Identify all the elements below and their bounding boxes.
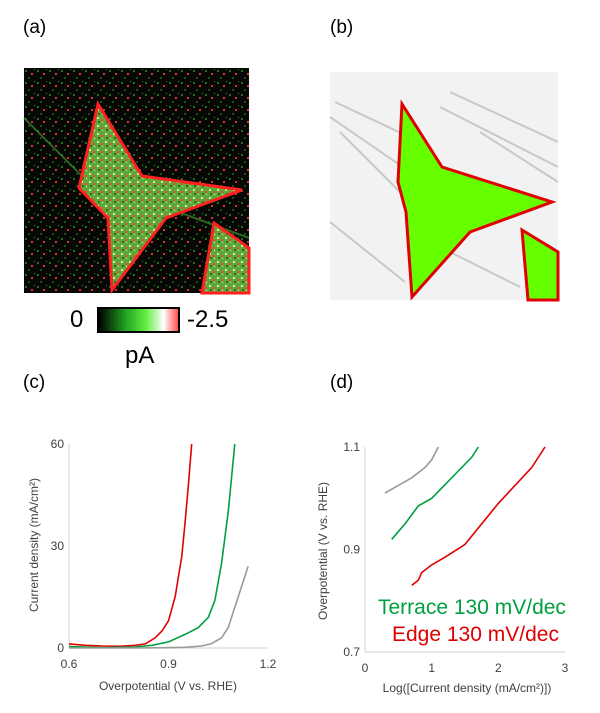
map-triangle-flake bbox=[77, 100, 243, 295]
chart-d-y-tick-label: 0.7 bbox=[343, 645, 360, 659]
colorbar-max-label: -2.5 bbox=[187, 306, 229, 333]
chart-c-x-tick-label: 1.2 bbox=[260, 657, 277, 671]
map-corner-flake bbox=[200, 220, 251, 295]
chart-d-x-tick-label: 0 bbox=[362, 661, 369, 675]
chart-c-ylabel: Current density (mA/cm²) bbox=[27, 478, 41, 612]
chart-c-y-tick-label: 60 bbox=[51, 437, 65, 451]
annotation-edge: Edge 130 mV/dec bbox=[392, 623, 559, 646]
chart-c-series-line bbox=[68, 443, 193, 648]
panel-label-c: (c) bbox=[23, 372, 46, 393]
chart-c-xlabel: Overpotential (V vs. RHE) bbox=[99, 679, 237, 693]
annotation-terrace: Terrace 130 mV/dec bbox=[378, 596, 566, 619]
chart-d-y-tick-label: 1.1 bbox=[343, 440, 360, 454]
segmentation-map-image bbox=[329, 72, 560, 302]
colorbar-min-label: 0 bbox=[70, 306, 84, 333]
chart-d-x-tick-label: 1 bbox=[428, 661, 435, 675]
segmentation-streaks bbox=[329, 91, 559, 288]
colorbar-unit: pA bbox=[125, 342, 155, 369]
chart-d-series-line bbox=[384, 446, 440, 494]
segmentation-triangle-flake bbox=[396, 99, 557, 301]
chart-d-xlabel: Log([Current density (mA/cm²)]) bbox=[383, 681, 552, 695]
segmentation-corner-flake bbox=[520, 227, 560, 302]
chart-c-series-line bbox=[69, 566, 249, 649]
panel-label-b: (b) bbox=[330, 17, 354, 38]
chart-c-x-tick-label: 0.6 bbox=[61, 657, 78, 671]
chart-d-ylabel: Overpotential (V vs. RHE) bbox=[316, 482, 330, 620]
chart-c-x-tick-label: 0.9 bbox=[160, 657, 177, 671]
current-map-image bbox=[23, 68, 251, 295]
chart-d-x-tick-label: 3 bbox=[562, 661, 569, 675]
chart-c-y-tick-label: 0 bbox=[57, 641, 64, 655]
colorbar-gradient bbox=[97, 307, 180, 333]
panel-label-a: (a) bbox=[23, 17, 47, 38]
chart-d-y-tick-label: 0.9 bbox=[343, 543, 360, 557]
chart-d-series-line bbox=[411, 446, 546, 587]
panel-label-d: (d) bbox=[330, 372, 354, 393]
chart-d-x-tick-label: 2 bbox=[495, 661, 502, 675]
chart-c-series-line bbox=[68, 443, 236, 649]
chart-d-series-line bbox=[391, 446, 479, 540]
chart-c-y-tick-label: 30 bbox=[51, 539, 65, 553]
